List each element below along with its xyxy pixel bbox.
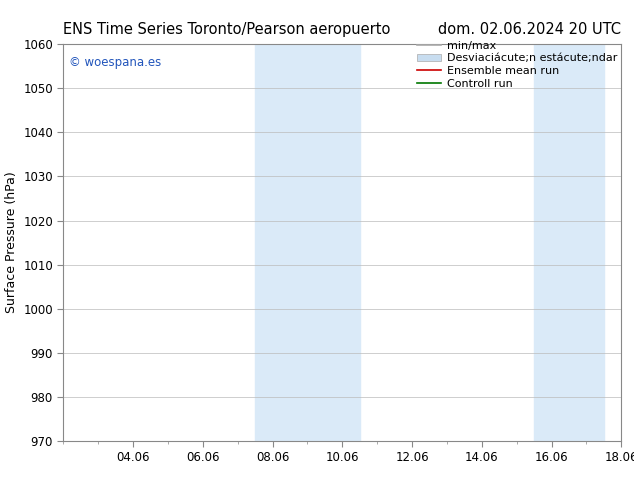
Bar (255, 44, 359, 441)
Text: dom. 02.06.2024 20 UTC: dom. 02.06.2024 20 UTC (438, 22, 621, 37)
Bar (534, 44, 604, 441)
Text: ENS Time Series Toronto/Pearson aeropuerto: ENS Time Series Toronto/Pearson aeropuer… (63, 22, 391, 37)
Y-axis label: Surface Pressure (hPa): Surface Pressure (hPa) (4, 172, 18, 314)
Legend: min/max, Desviaciácute;n estácute;ndar, Ensemble mean run, Controll run: min/max, Desviaciácute;n estácute;ndar, … (412, 36, 621, 94)
Text: © woespana.es: © woespana.es (69, 56, 161, 69)
